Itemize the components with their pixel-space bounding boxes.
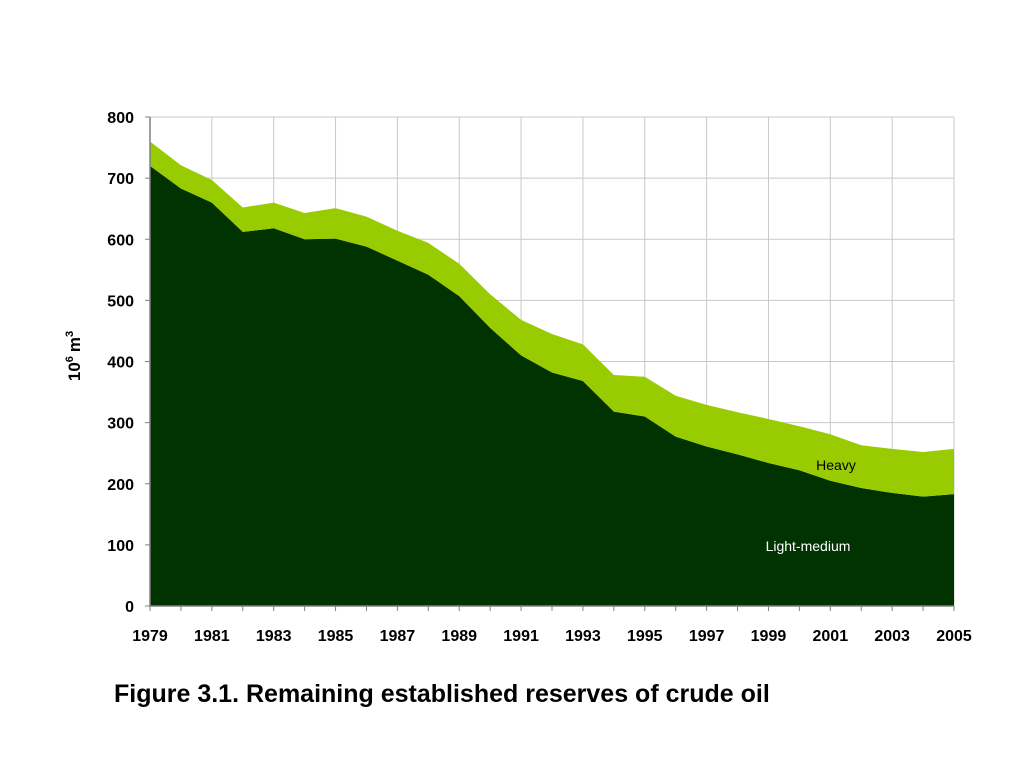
x-tick-label-2001: 2001 bbox=[813, 628, 849, 645]
y-tick-label-100: 100 bbox=[107, 538, 134, 555]
y-tick-label-800: 800 bbox=[107, 110, 134, 127]
area-heavy bbox=[150, 141, 954, 497]
x-tick-label-1995: 1995 bbox=[627, 628, 663, 645]
svg-text:106m3: 106 m3 bbox=[64, 331, 84, 381]
x-tick-label-2005: 2005 bbox=[936, 628, 972, 645]
x-tick-label-1997: 1997 bbox=[689, 628, 725, 645]
x-tick-label-1985: 1985 bbox=[318, 628, 354, 645]
y-axis-label-unit-exponent: 3 bbox=[64, 331, 76, 337]
x-tick-label-1987: 1987 bbox=[380, 628, 416, 645]
series-label-light-medium: Light-medium bbox=[766, 538, 851, 554]
x-tick-label-1981: 1981 bbox=[194, 628, 230, 645]
x-tick-label-1991: 1991 bbox=[503, 628, 539, 645]
x-tick-labels: 1979 1981 1983 1985 1987 1989 1991 1993 1995 1997… bbox=[132, 628, 972, 645]
y-tick-label-600: 600 bbox=[107, 232, 134, 249]
figure-caption: Figure 3.1. Remaining established reserv… bbox=[114, 680, 770, 708]
y-axis-label-base: 10 bbox=[65, 362, 84, 381]
x-tick-label-1979: 1979 bbox=[132, 628, 168, 645]
x-tick-label-1999: 1999 bbox=[751, 628, 787, 645]
x-tick-label-1993: 1993 bbox=[565, 628, 601, 645]
y-tick-label-700: 700 bbox=[107, 171, 134, 188]
x-tick-label-1989: 1989 bbox=[441, 628, 477, 645]
plot-areas bbox=[150, 141, 954, 606]
y-tick-label-500: 500 bbox=[107, 293, 134, 310]
y-tick-label-300: 300 bbox=[107, 416, 134, 433]
y-tick-label-0: 0 bbox=[125, 599, 134, 616]
x-tick-label-1983: 1983 bbox=[256, 628, 292, 645]
series-label-heavy: Heavy bbox=[816, 457, 856, 473]
y-tick-label-200: 200 bbox=[107, 477, 134, 494]
y-axis-label-unit: m bbox=[65, 337, 84, 352]
axes bbox=[145, 116, 955, 611]
y-axis-label-exponent: 6 bbox=[64, 356, 76, 362]
y-tick-labels: 0 100 200 300 400 500 600 700 800 bbox=[107, 110, 134, 616]
y-tick-label-400: 400 bbox=[107, 355, 134, 372]
area-light-medium bbox=[150, 165, 954, 606]
x-tick-label-2003: 2003 bbox=[874, 628, 910, 645]
y-axis-label: 106 m3 bbox=[64, 331, 84, 381]
